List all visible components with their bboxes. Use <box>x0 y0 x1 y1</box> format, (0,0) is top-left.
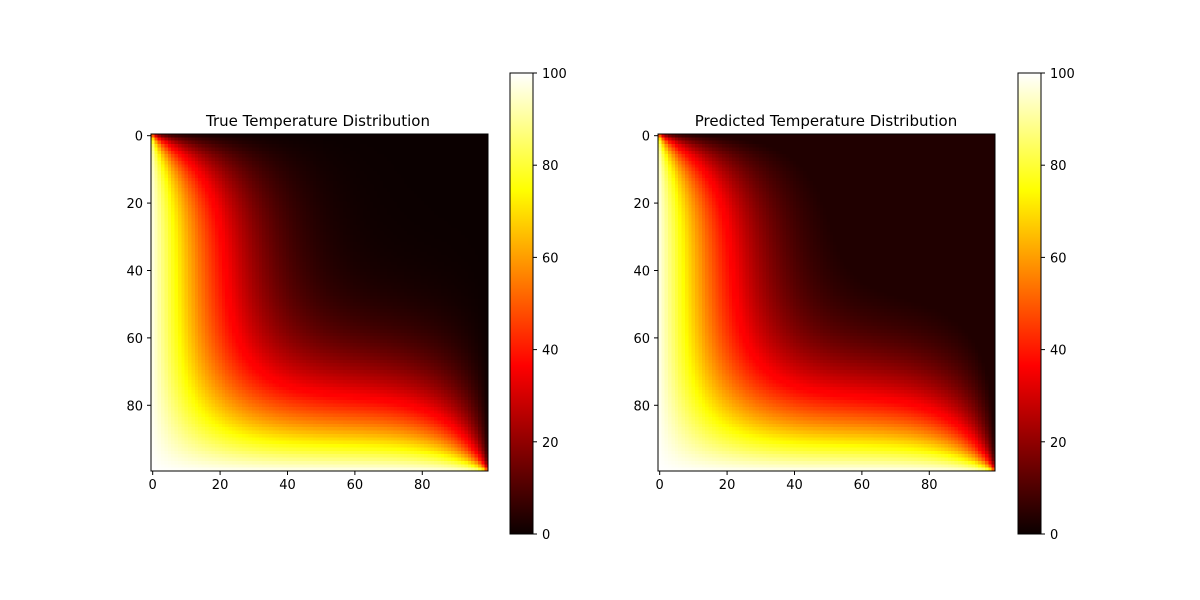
x-tick-label: 60 <box>854 478 871 493</box>
x-tick-label: 0 <box>149 478 157 493</box>
y-tick-label: 40 <box>633 264 650 279</box>
colorbar-tick-label: 0 <box>1050 528 1058 543</box>
panel-predicted: Predicted Temperature Distribution 0 20 40… <box>633 67 1074 543</box>
colorbar <box>1017 72 1042 535</box>
colorbar-tick-label: 40 <box>542 344 559 359</box>
x-tick-label: 80 <box>921 478 938 493</box>
colorbar-tick-label: 0 <box>542 528 550 543</box>
colorbar-tick-label: 100 <box>1050 67 1075 82</box>
panel-true: True Temperature Distribution 0 20 40 60 800… <box>126 67 566 543</box>
y-tick-label: 0 <box>135 130 143 145</box>
colorbar-ticks: 0 20 40 60 80 100 <box>533 67 567 543</box>
x-tick-label: 40 <box>786 478 803 493</box>
y-tick-label: 60 <box>633 332 650 347</box>
y-tick-label: 20 <box>633 197 650 212</box>
x-tick-label: 60 <box>347 478 364 493</box>
colorbar <box>509 72 534 535</box>
plot-frame <box>657 133 996 472</box>
colorbar-ticks: 0 20 40 60 80 100 <box>1041 67 1075 543</box>
x-tick-label: 20 <box>719 478 736 493</box>
chart-title: True Temperature Distribution <box>205 112 430 130</box>
x-tick-label: 0 <box>656 478 664 493</box>
colorbar-tick-label: 20 <box>542 436 559 451</box>
x-tick-label: 40 <box>279 478 296 493</box>
y-tick-label: 40 <box>126 264 143 279</box>
colorbar-tick-label: 60 <box>542 251 559 266</box>
colorbar-tick-label: 40 <box>1050 344 1067 359</box>
colorbar-tick-label: 20 <box>1050 436 1067 451</box>
chart-title: Predicted Temperature Distribution <box>695 112 957 130</box>
colorbar-tick-label: 80 <box>542 159 559 174</box>
axes-true: 0 20 40 60 80 0 20 40 60 80 <box>126 130 430 493</box>
plot-frame <box>150 133 489 472</box>
colorbar-tick-label: 100 <box>542 67 567 82</box>
y-tick-label: 60 <box>126 332 143 347</box>
heatmap-predicted <box>658 134 995 471</box>
y-tick-label: 80 <box>126 399 143 414</box>
y-tick-label: 20 <box>126 197 143 212</box>
axes-predicted: 0 20 40 60 80 0 20 40 60 80 <box>633 130 937 493</box>
colorbar-tick-label: 80 <box>1050 159 1067 174</box>
x-tick-label: 80 <box>414 478 431 493</box>
y-tick-label: 80 <box>633 399 650 414</box>
x-tick-label: 20 <box>212 478 229 493</box>
heatmap-true <box>151 134 488 471</box>
y-tick-label: 0 <box>642 130 650 145</box>
colorbar-tick-label: 60 <box>1050 251 1067 266</box>
